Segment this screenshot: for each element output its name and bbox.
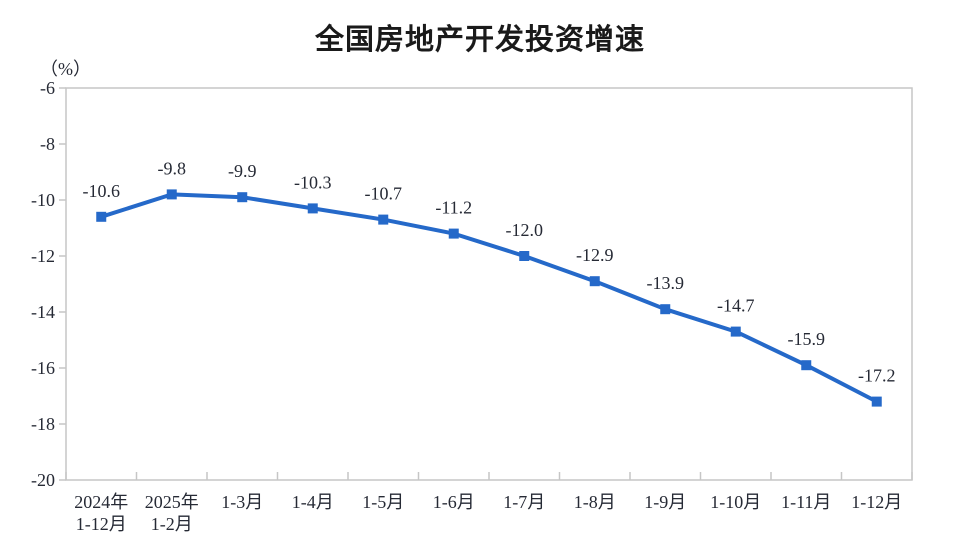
data-point-label: -12.9 (576, 245, 614, 265)
data-point-marker (801, 360, 812, 371)
y-axis-tick-label: -18 (31, 414, 55, 434)
plot-border (65, 87, 913, 481)
x-axis-category-label: 1-6月 (433, 492, 475, 512)
data-point-label: -10.6 (83, 181, 121, 201)
y-axis-tick-label: -14 (31, 302, 55, 322)
data-point-label: -11.2 (435, 198, 472, 218)
y-axis-tick-label: -8 (40, 134, 55, 154)
x-axis-category-label: 1-10月 (710, 492, 761, 512)
data-point-marker (589, 276, 600, 287)
data-point-marker (378, 214, 389, 225)
data-point-label: -12.0 (506, 220, 544, 240)
data-point-marker (96, 211, 107, 222)
series-line (99, 192, 879, 404)
y-axis-tick-label: -16 (31, 358, 55, 378)
data-point-marker (307, 203, 318, 214)
x-axis-category-label: 1-4月 (292, 492, 334, 512)
x-axis-category-label: 2025年 (145, 492, 199, 512)
x-axis-category-label: 1-2月 (151, 514, 193, 534)
x-axis-category-label: 1-8月 (574, 492, 616, 512)
data-point-label: -10.3 (294, 172, 332, 192)
x-axis-category-label: 1-7月 (503, 492, 545, 512)
data-point-marker (660, 304, 671, 315)
data-point-label: -15.9 (788, 329, 826, 349)
data-point-marker (166, 189, 177, 200)
data-point-label: -10.7 (365, 184, 403, 204)
x-axis-category-label: 2024年 (74, 492, 128, 512)
y-axis-tick-label: -6 (40, 78, 55, 98)
data-point-marker (730, 326, 741, 337)
data-point-label: -9.8 (158, 158, 187, 178)
x-axis-category-label: 1-12月 (851, 492, 902, 512)
chart-title: 全国房地产开发投资增速 (314, 24, 645, 56)
data-point-label: -13.9 (647, 273, 685, 293)
data-point-marker (519, 251, 530, 261)
data-point-marker (871, 396, 882, 407)
x-axis-category-label: 1-5月 (362, 492, 404, 512)
y-axis-tick-label: -20 (31, 470, 55, 490)
data-point-marker (448, 228, 459, 239)
data-point-label: -14.7 (717, 296, 755, 316)
x-axis-category-label: 1-12月 (76, 514, 127, 534)
data-point-marker (237, 192, 248, 203)
x-axis-category-label: 1-11月 (781, 492, 831, 512)
y-axis-tick-label: -10 (31, 190, 55, 210)
y-axis-unit-label: （%） (40, 59, 91, 79)
x-axis-category-label: 1-9月 (644, 492, 686, 512)
data-point-label: -17.2 (858, 366, 896, 386)
x-axis-category-label: 1-3月 (221, 492, 263, 512)
data-point-label: -9.9 (228, 161, 257, 181)
y-axis-tick-label: -12 (31, 246, 55, 266)
